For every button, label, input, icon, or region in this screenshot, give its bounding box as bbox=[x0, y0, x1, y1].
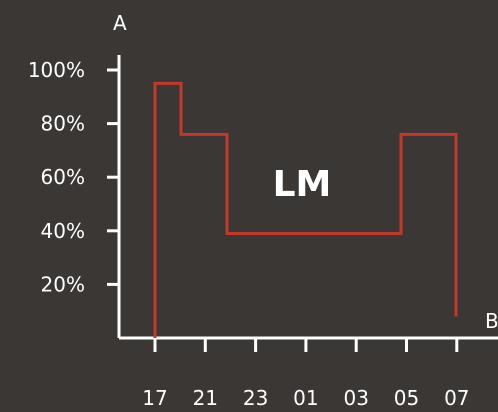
x-tick-label: 17 bbox=[142, 386, 167, 410]
x-tick-label: 01 bbox=[293, 386, 318, 410]
y-tick-label: 40% bbox=[41, 219, 85, 243]
y-tick-label: 20% bbox=[41, 272, 85, 296]
series-line bbox=[153, 81, 458, 338]
y-axis-ticks: 20% 40% 60% 80% 100% bbox=[28, 58, 119, 296]
chart-annotation: LM bbox=[273, 164, 332, 205]
x-tick-label: 23 bbox=[243, 386, 268, 410]
axes bbox=[117, 55, 498, 340]
x-tick-label: 07 bbox=[444, 386, 469, 410]
y-axis-label: A bbox=[113, 11, 127, 35]
x-tick-label: 03 bbox=[343, 386, 368, 410]
y-tick-label: 60% bbox=[41, 165, 85, 189]
x-axis-ticks: 17 21 23 01 03 05 07 bbox=[142, 338, 470, 410]
y-tick-label: 100% bbox=[28, 58, 85, 82]
x-tick-label: 05 bbox=[394, 386, 419, 410]
x-axis-label: B bbox=[485, 309, 498, 333]
x-tick-label: 21 bbox=[193, 386, 218, 410]
y-tick-label: 80% bbox=[41, 112, 85, 136]
